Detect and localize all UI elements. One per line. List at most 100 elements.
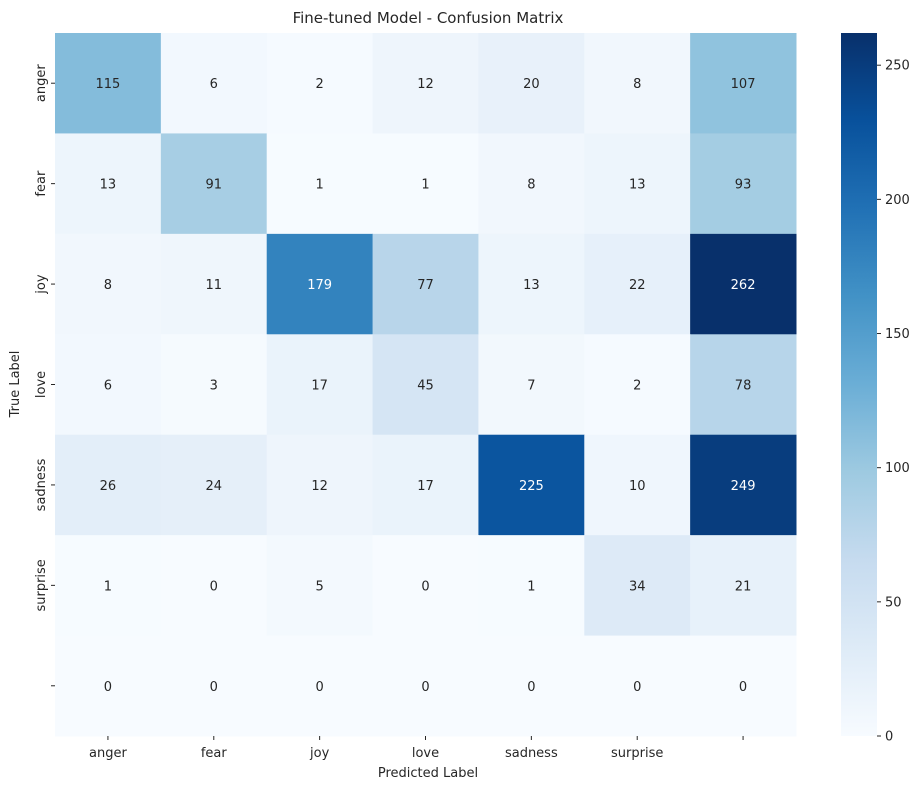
heatmap-cell <box>478 434 585 536</box>
heatmap-cell <box>478 334 585 436</box>
heatmap-cell <box>584 334 691 436</box>
heatmap-cell <box>55 233 162 335</box>
heatmap-cell <box>160 635 268 737</box>
heatmap-cell <box>372 133 479 235</box>
heatmap-cell <box>584 133 691 235</box>
cell-value-label: 0 <box>421 680 429 695</box>
colorbar <box>841 33 877 736</box>
cell-value-label: 225 <box>519 479 544 494</box>
heatmap-cell <box>690 334 797 436</box>
cell-value-label: 78 <box>735 379 752 394</box>
chart-title: Fine-tuned Model - Confusion Matrix <box>293 9 564 27</box>
cell-value-label: 1 <box>421 178 429 193</box>
x-tick-label: love <box>412 746 439 761</box>
heatmap-cell <box>160 33 268 134</box>
cell-value-label: 107 <box>731 77 756 92</box>
heatmap-cell <box>372 334 479 436</box>
heatmap-cell <box>690 133 797 235</box>
heatmap-cell <box>160 133 268 235</box>
x-axis-ticks: anger fear joy love sadness surprise <box>89 736 744 761</box>
cell-value-label: 0 <box>316 680 324 695</box>
heatmap-cell <box>266 233 374 335</box>
colorbar-tick-label: 200 <box>885 193 910 208</box>
heatmap-cell <box>55 133 162 235</box>
heatmap-cell <box>584 434 691 536</box>
heatmap-cell <box>584 233 691 335</box>
cell-value-label: 12 <box>311 479 328 494</box>
cell-value-label: 20 <box>523 77 540 92</box>
cell-value-label: 8 <box>527 178 535 193</box>
heatmap-cell <box>266 133 374 235</box>
cell-value-label: 34 <box>629 579 646 594</box>
heatmap-cell <box>584 535 691 637</box>
colorbar-tick-label: 0 <box>885 730 893 745</box>
colorbar-tick-label: 50 <box>885 595 902 610</box>
cell-value-label: 0 <box>739 680 747 695</box>
heatmap-cell <box>478 133 585 235</box>
x-tick-label: anger <box>89 746 127 761</box>
cell-value-label: 91 <box>206 178 223 193</box>
cell-value-label: 115 <box>96 77 121 92</box>
cell-value-label: 7 <box>527 379 535 394</box>
heatmap-cell <box>584 33 691 134</box>
heatmap-cell <box>372 535 479 637</box>
heatmap-cell <box>372 233 479 335</box>
heatmap-cell <box>266 434 374 536</box>
heatmap-cell <box>690 33 797 134</box>
cell-value-label: 77 <box>417 278 434 293</box>
cell-value-label: 21 <box>735 579 752 594</box>
y-axis-label: True Label <box>8 351 23 419</box>
heatmap-cell <box>55 334 162 436</box>
cell-value-label: 0 <box>210 680 218 695</box>
x-tick-label: sadness <box>505 746 558 761</box>
heatmap-cell <box>55 434 162 536</box>
heatmap-cell <box>690 635 797 737</box>
cell-value-label: 11 <box>206 278 223 293</box>
cell-value-label: 93 <box>735 178 752 193</box>
cell-value-label: 5 <box>316 579 324 594</box>
cell-value-label: 8 <box>104 278 112 293</box>
cell-value-label: 2 <box>633 379 641 394</box>
cell-value-label: 262 <box>731 278 756 293</box>
heatmap-cell <box>478 233 585 335</box>
cell-value-label: 0 <box>104 680 112 695</box>
colorbar-tick-label: 100 <box>885 461 910 476</box>
heatmap-cell <box>266 33 374 134</box>
heatmap-cell <box>478 33 585 134</box>
cell-value-label: 6 <box>210 77 218 92</box>
cell-value-label: 13 <box>523 278 540 293</box>
cell-value-label: 13 <box>629 178 646 193</box>
heatmap-cell <box>266 334 374 436</box>
y-tick-label: joy <box>34 274 49 295</box>
heatmap-cell <box>372 635 479 737</box>
cell-value-label: 12 <box>417 77 434 92</box>
heatmap-cell <box>160 434 268 536</box>
cell-value-label: 3 <box>210 379 218 394</box>
y-tick-label: sadness <box>34 458 49 511</box>
heatmap-cell <box>266 535 374 637</box>
y-tick-label: love <box>34 371 49 398</box>
heatmap-cell <box>372 33 479 134</box>
cell-value-label: 0 <box>210 579 218 594</box>
x-tick-label: surprise <box>611 746 663 761</box>
heatmap-cell <box>690 434 797 536</box>
x-tick-label: fear <box>201 746 228 761</box>
heatmap-cell <box>690 233 797 335</box>
cell-value-label: 179 <box>307 278 332 293</box>
heatmap-cell <box>160 535 268 637</box>
cell-value-label: 0 <box>527 680 535 695</box>
colorbar-tick-label: 250 <box>885 59 910 74</box>
cell-value-label: 2 <box>316 77 324 92</box>
heatmap-cells <box>55 33 797 737</box>
x-axis-label: Predicted Label <box>378 766 478 781</box>
colorbar-ticks: 0 50 100 150 200 250 <box>877 59 910 745</box>
cell-value-label: 26 <box>100 479 117 494</box>
cell-value-label: 6 <box>104 379 112 394</box>
heatmap-cell <box>690 535 797 637</box>
y-tick-label: anger <box>34 64 49 102</box>
heatmap-cell <box>372 434 479 536</box>
heatmap-cell <box>584 635 691 737</box>
cell-value-label: 24 <box>206 479 223 494</box>
cell-value-label: 1 <box>316 178 324 193</box>
